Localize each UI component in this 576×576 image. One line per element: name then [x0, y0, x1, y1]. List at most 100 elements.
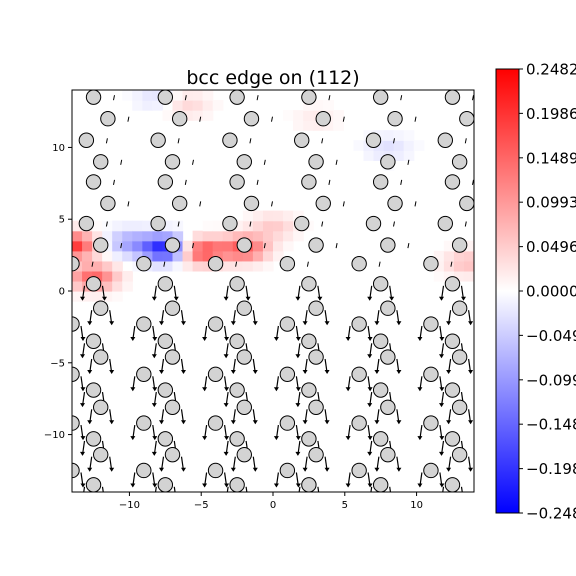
- displacement-arrow: [235, 261, 238, 267]
- atom: [380, 237, 396, 253]
- heat-cell: [232, 250, 244, 262]
- atom: [423, 462, 439, 479]
- atom: [380, 154, 396, 170]
- atom-layer: [72, 90, 474, 492]
- arrow-head: [252, 420, 258, 425]
- atom: [459, 195, 474, 212]
- colorbar-tick-label: 0.1986: [526, 105, 576, 123]
- heat-cell: [132, 220, 143, 232]
- heat-cell: [82, 250, 93, 262]
- atom: [301, 333, 317, 349]
- displacement-arrow: [389, 486, 392, 492]
- arrow-head: [439, 436, 445, 441]
- arrow-head: [80, 296, 85, 301]
- arrow-head: [302, 321, 308, 326]
- atom: [315, 111, 331, 127]
- heat-cell: [142, 100, 153, 111]
- displacement-arrow: [400, 179, 403, 185]
- atom: [372, 90, 389, 105]
- heat-cell: [102, 260, 113, 272]
- arrow-head: [87, 321, 93, 326]
- displacement-arrow: [407, 159, 410, 165]
- heat-cell: [102, 220, 113, 232]
- heat-cell: [102, 270, 113, 282]
- atom: [207, 366, 224, 382]
- atom: [451, 349, 468, 365]
- arrow-head: [295, 296, 301, 301]
- x-tick-label: 5: [342, 500, 348, 511]
- displacement-arrow: [83, 486, 86, 492]
- arrow-head: [252, 321, 258, 326]
- arrow-head: [417, 387, 423, 392]
- arrow-head: [202, 436, 208, 441]
- heat-cell: [182, 100, 194, 111]
- heat-cell: [433, 260, 445, 272]
- heat-cell: [192, 90, 204, 101]
- atom: [85, 382, 102, 398]
- atom: [207, 415, 224, 431]
- arrow-head: [396, 420, 402, 425]
- heat-cell: [192, 110, 204, 121]
- atom: [294, 132, 310, 148]
- atom: [387, 111, 403, 127]
- arrow-head: [59, 484, 64, 488]
- atom: [451, 446, 468, 463]
- displacement-arrow: [480, 243, 481, 248]
- arrow-head: [181, 321, 186, 326]
- heat-cell: [122, 240, 133, 252]
- arrow-head: [468, 467, 474, 472]
- colorbar-ticks: −0.2482 −0.1986 −0.1489 −0.0993 −0.0496 0.000…: [519, 61, 576, 523]
- heat-cell: [242, 250, 254, 262]
- displacement-arrow: [256, 95, 259, 101]
- arrow-head: [439, 296, 444, 301]
- heat-cell: [373, 150, 385, 161]
- displacement-arrow: [487, 201, 488, 206]
- heat-cell: [313, 120, 324, 131]
- atom: [207, 256, 224, 272]
- arrow-head: [273, 436, 279, 441]
- atom: [444, 276, 461, 292]
- arrow-head: [224, 498, 229, 502]
- displacement-arrow: [256, 179, 259, 185]
- arrow-head: [317, 498, 322, 502]
- heat-cell: [102, 250, 113, 262]
- atom: [229, 174, 245, 190]
- displacement-arrow: [249, 221, 252, 227]
- arrow-head: [324, 321, 330, 326]
- heat-cell: [92, 220, 103, 232]
- atom: [308, 349, 324, 365]
- colorbar: −0.2482 −0.1986 −0.1489 −0.0993 −0.0496 0.000…: [495, 61, 576, 523]
- heat-cell: [142, 230, 153, 242]
- arrow-head: [389, 498, 394, 502]
- arrow-head: [417, 483, 423, 488]
- atom: [451, 154, 468, 170]
- heat-cell: [333, 110, 344, 121]
- atom: [93, 154, 109, 170]
- heat-cell: [142, 220, 153, 232]
- atom: [157, 431, 174, 447]
- x-tick-label: 0: [270, 500, 276, 511]
- atom: [100, 195, 116, 212]
- displacement-arrow: [271, 116, 273, 122]
- arrow-head: [102, 296, 107, 301]
- heat-cell: [82, 270, 93, 282]
- heat-cell: [152, 100, 164, 111]
- atom: [308, 399, 324, 415]
- arrow-head: [374, 370, 380, 374]
- heat-cell: [323, 120, 334, 131]
- heat-cell: [393, 140, 405, 151]
- atom: [229, 477, 245, 492]
- displacement-arrow: [414, 116, 417, 122]
- heat-cell: [112, 270, 123, 282]
- heat-cell: [172, 230, 184, 242]
- atom: [85, 276, 102, 292]
- atom: [294, 215, 310, 232]
- colorbar-tick-label: −0.0496: [526, 327, 576, 345]
- arrow-head: [295, 403, 301, 408]
- atom: [93, 300, 109, 316]
- heat-cell: [72, 240, 83, 252]
- arrow-head: [202, 387, 208, 392]
- heat-cell: [252, 230, 264, 242]
- arrow-head: [130, 387, 136, 392]
- displacement-arrow: [378, 261, 381, 267]
